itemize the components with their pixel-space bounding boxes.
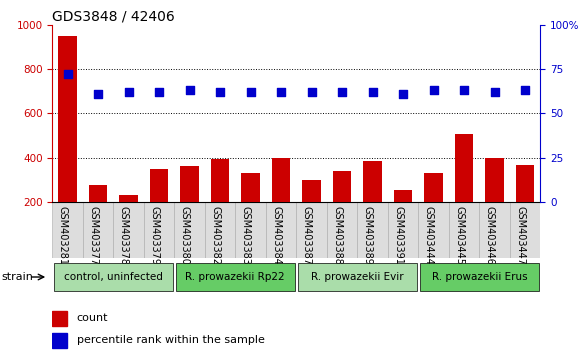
Bar: [53, 263, 173, 291]
Text: GSM403447: GSM403447: [515, 206, 525, 265]
Point: [277, 89, 286, 95]
Text: GSM403379: GSM403379: [149, 206, 159, 265]
Point: [216, 89, 225, 95]
Bar: [363, 161, 382, 246]
Bar: [485, 158, 504, 246]
Text: GSM403444: GSM403444: [424, 206, 433, 265]
Bar: [89, 185, 107, 246]
Point: [429, 87, 438, 93]
Text: R. prowazekii Evir: R. prowazekii Evir: [311, 272, 404, 282]
Bar: [516, 165, 534, 246]
Bar: [174, 202, 205, 258]
Text: GSM403388: GSM403388: [332, 206, 342, 265]
Bar: [52, 202, 83, 258]
Point: [155, 89, 164, 95]
Point: [63, 72, 72, 77]
Bar: [83, 202, 113, 258]
Point: [521, 87, 530, 93]
Bar: [266, 202, 296, 258]
Bar: [388, 202, 418, 258]
Point: [460, 87, 469, 93]
Point: [399, 91, 408, 97]
Bar: [333, 171, 351, 246]
Text: GSM403445: GSM403445: [454, 206, 464, 265]
Point: [368, 89, 377, 95]
Bar: [52, 311, 67, 326]
Point: [246, 89, 255, 95]
Bar: [394, 190, 412, 246]
Bar: [150, 169, 168, 246]
Bar: [211, 159, 229, 246]
Bar: [241, 173, 260, 246]
Bar: [296, 202, 327, 258]
Text: GSM403387: GSM403387: [302, 206, 311, 265]
Text: GSM403383: GSM403383: [241, 206, 250, 265]
Text: R. prowazekii Rp22: R. prowazekii Rp22: [185, 272, 285, 282]
Bar: [424, 173, 443, 246]
Bar: [58, 36, 77, 246]
Text: GSM403377: GSM403377: [88, 206, 98, 266]
Bar: [302, 180, 321, 246]
Bar: [449, 202, 479, 258]
Text: GSM403384: GSM403384: [271, 206, 281, 265]
Text: GSM403389: GSM403389: [363, 206, 372, 265]
Text: strain: strain: [1, 272, 33, 282]
Bar: [119, 195, 138, 246]
Point: [338, 89, 347, 95]
Bar: [205, 202, 235, 258]
Text: GSM403391: GSM403391: [393, 206, 403, 265]
Text: GSM403281: GSM403281: [58, 206, 67, 265]
Bar: [510, 202, 540, 258]
Text: control, uninfected: control, uninfected: [64, 272, 163, 282]
Bar: [357, 202, 388, 258]
Text: GSM403446: GSM403446: [485, 206, 494, 265]
Text: GDS3848 / 42406: GDS3848 / 42406: [52, 10, 175, 24]
Text: percentile rank within the sample: percentile rank within the sample: [77, 335, 264, 346]
Text: GSM403382: GSM403382: [210, 206, 220, 265]
Text: GSM403378: GSM403378: [119, 206, 128, 265]
Point: [124, 89, 133, 95]
Point: [490, 89, 499, 95]
Bar: [52, 333, 67, 348]
Bar: [327, 202, 357, 258]
Bar: [144, 202, 174, 258]
Bar: [297, 263, 417, 291]
Point: [185, 87, 194, 93]
Text: GSM403380: GSM403380: [180, 206, 189, 265]
Bar: [455, 134, 473, 246]
Bar: [418, 202, 449, 258]
Text: count: count: [77, 313, 108, 323]
Bar: [272, 158, 290, 246]
Point: [307, 89, 316, 95]
Text: R. prowazekii Erus: R. prowazekii Erus: [432, 272, 527, 282]
Point: [94, 91, 103, 97]
Bar: [175, 263, 295, 291]
Bar: [113, 202, 144, 258]
Bar: [235, 202, 266, 258]
Bar: [479, 202, 510, 258]
Bar: [180, 166, 199, 246]
Bar: [419, 263, 539, 291]
